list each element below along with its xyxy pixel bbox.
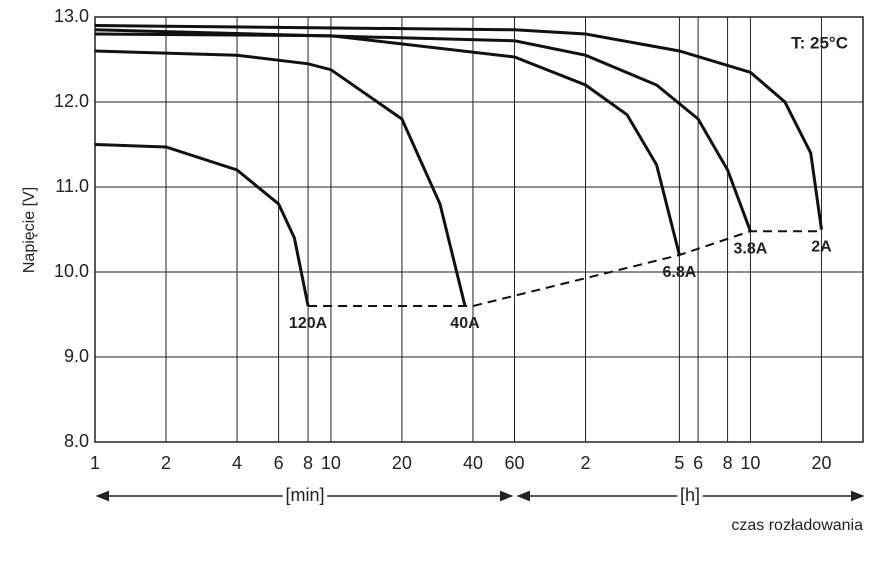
discharge-curve bbox=[94, 28, 752, 232]
x-tick-label: 8 bbox=[303, 453, 313, 473]
curve-label: 40A bbox=[450, 315, 480, 332]
curve-label: 3.8A bbox=[734, 240, 768, 257]
discharge-curve bbox=[94, 143, 310, 307]
y-tick-label: 13.0 bbox=[54, 6, 89, 26]
x-tick-label: 4 bbox=[232, 453, 242, 473]
annotation: T: 25°C bbox=[791, 33, 848, 52]
x-tick-label: 6 bbox=[693, 453, 703, 473]
y-tick-label: 11.0 bbox=[55, 176, 89, 196]
plot-frame bbox=[94, 16, 864, 443]
unit-label: [min] bbox=[285, 485, 324, 505]
y-tick-label: 8.0 bbox=[64, 431, 89, 451]
cutoff-line bbox=[308, 230, 822, 307]
unit-label: [h] bbox=[680, 485, 700, 505]
curve-label: 120A bbox=[289, 315, 328, 332]
discharge-curve bbox=[94, 49, 467, 307]
x-tick-label: 2 bbox=[161, 453, 171, 473]
x-tick-label: 20 bbox=[392, 453, 412, 473]
x-tick-label: 1 bbox=[90, 453, 100, 473]
x-axis-label: czas rozładowania bbox=[731, 517, 863, 534]
x-tick-label: 6 bbox=[274, 453, 284, 473]
y-tick-label: 10.0 bbox=[54, 261, 89, 281]
x-tick-label: 60 bbox=[504, 453, 524, 473]
x-tick-label: 20 bbox=[811, 453, 831, 473]
y-tick-label: 9.0 bbox=[64, 346, 89, 366]
curve-label: 2A bbox=[811, 239, 832, 256]
x-tick-label: 40 bbox=[463, 453, 483, 473]
discharge-curve bbox=[94, 24, 823, 230]
discharge-curve bbox=[94, 32, 681, 256]
y-axis-label: Napięcie [V] bbox=[21, 187, 38, 273]
curve-label: 6.8A bbox=[663, 264, 697, 281]
x-tick-label: 8 bbox=[723, 453, 733, 473]
x-tick-label: 10 bbox=[321, 453, 341, 473]
x-tick-label: 5 bbox=[674, 453, 684, 473]
x-tick-label: 2 bbox=[581, 453, 591, 473]
y-tick-label: 12.0 bbox=[54, 91, 89, 111]
x-tick-label: 10 bbox=[740, 453, 760, 473]
